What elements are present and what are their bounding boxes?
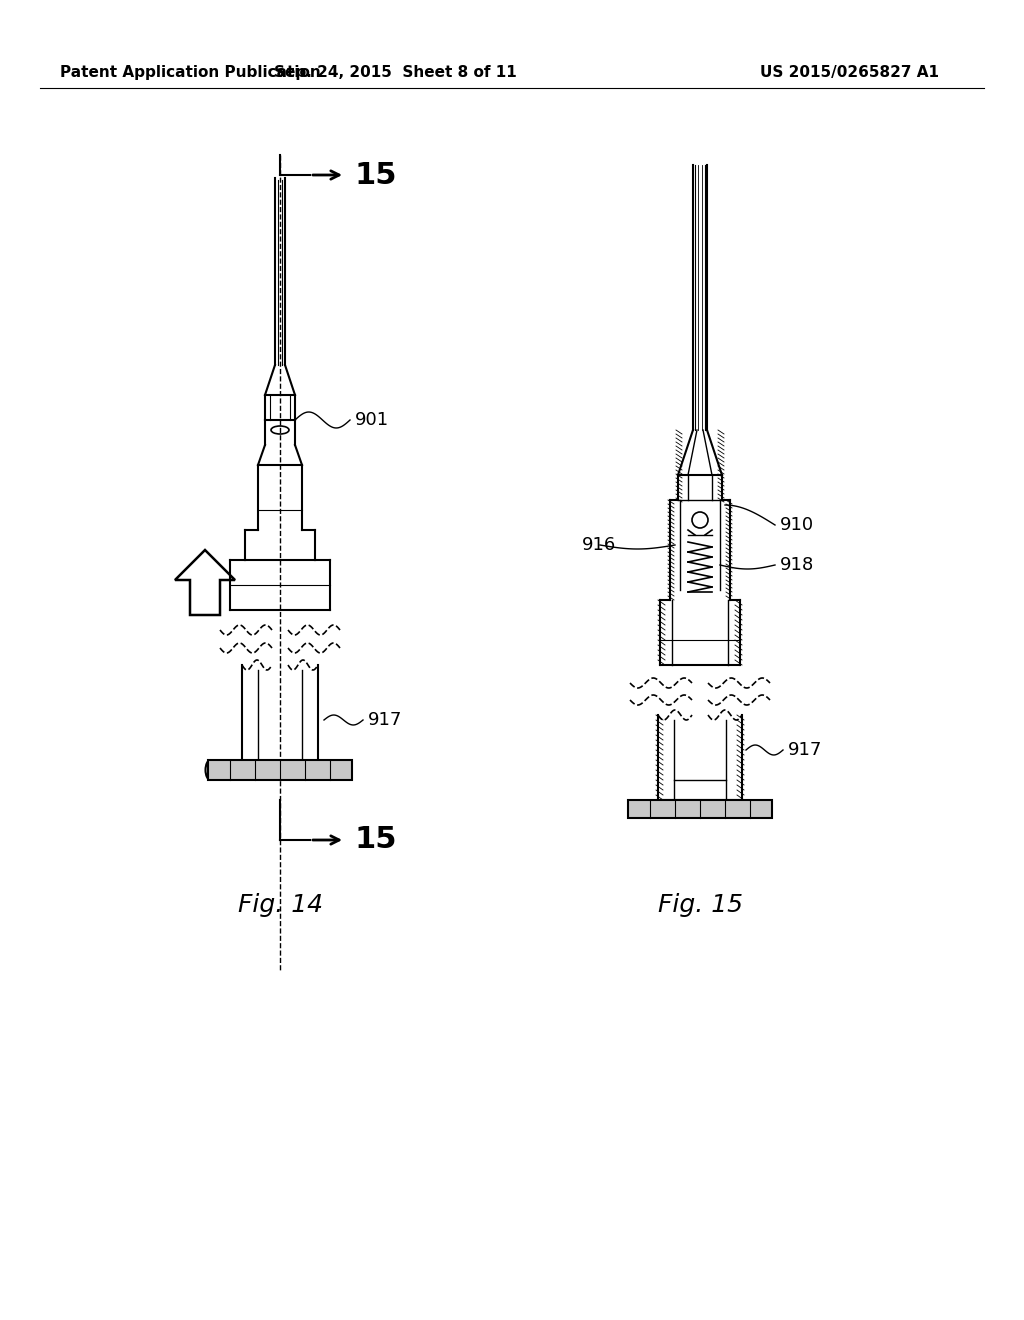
Text: Sep. 24, 2015  Sheet 8 of 11: Sep. 24, 2015 Sheet 8 of 11 [273,65,516,79]
Text: Fig. 15: Fig. 15 [657,894,742,917]
Text: US 2015/0265827 A1: US 2015/0265827 A1 [760,65,939,79]
Bar [628,800,772,818]
Text: Patent Application Publication: Patent Application Publication [60,65,321,79]
Text: 918: 918 [780,556,814,574]
Bar [208,760,352,780]
Circle shape [692,512,708,528]
Text: 15: 15 [355,161,397,190]
Text: 916: 916 [582,536,616,554]
Text: Fig. 14: Fig. 14 [238,894,323,917]
Text: 15: 15 [355,825,397,854]
Text: 910: 910 [780,516,814,535]
Text: 917: 917 [788,741,822,759]
Text: 917: 917 [368,711,402,729]
Text: 901: 901 [355,411,389,429]
